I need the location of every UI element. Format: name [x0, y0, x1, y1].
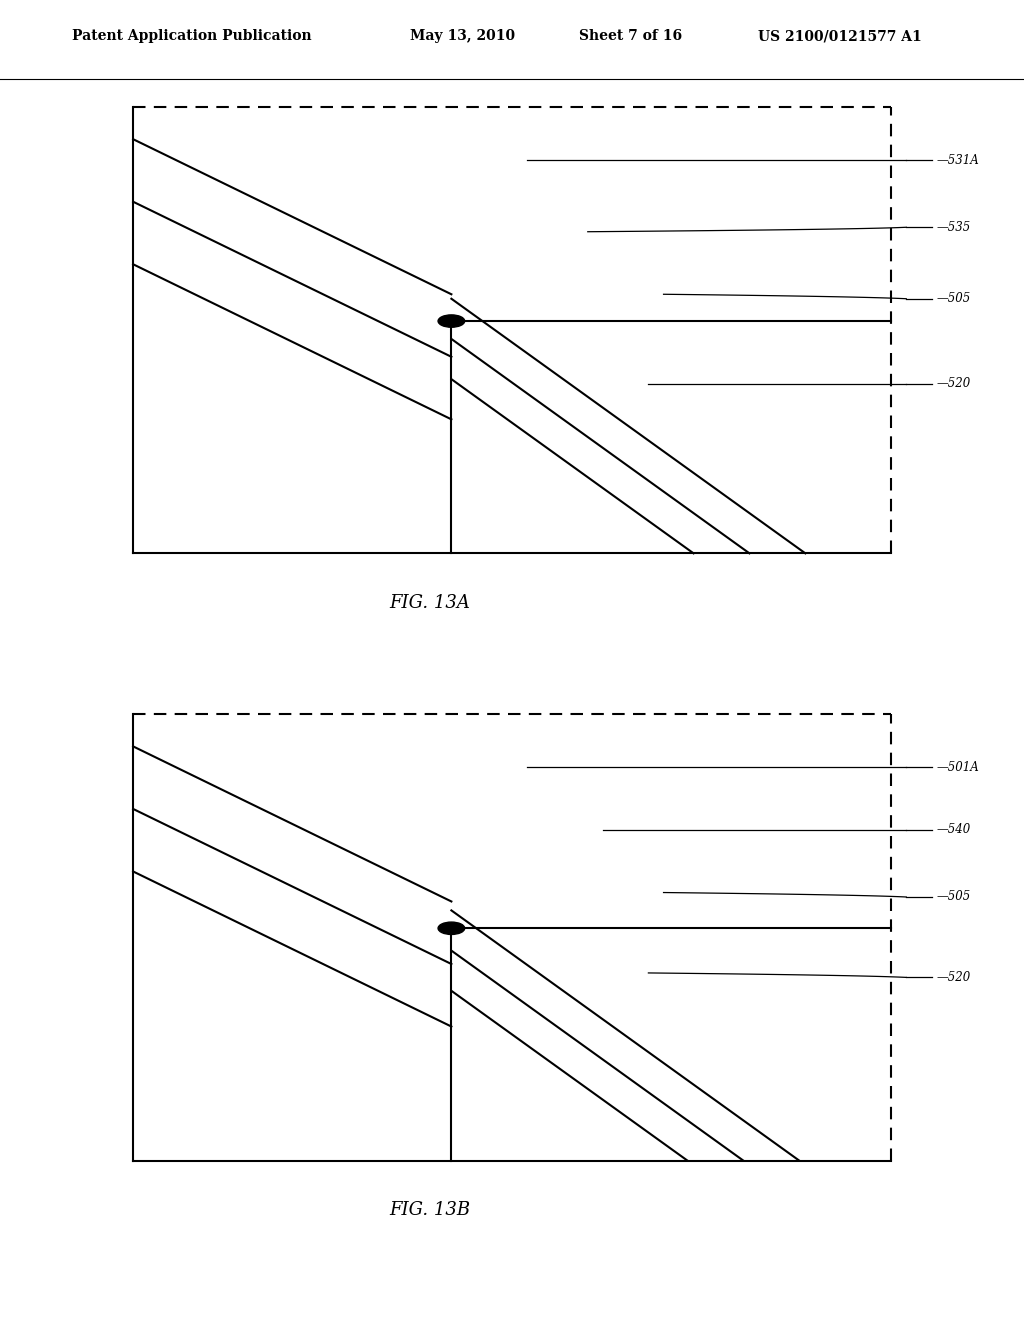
Text: May 13, 2010: May 13, 2010 [410, 29, 515, 44]
Text: FIG. 13A: FIG. 13A [390, 594, 470, 612]
Text: —505: —505 [937, 891, 971, 903]
Text: —505: —505 [937, 292, 971, 305]
Text: Sheet 7 of 16: Sheet 7 of 16 [579, 29, 682, 44]
Text: —520: —520 [937, 972, 971, 983]
Circle shape [438, 315, 465, 327]
Text: —540: —540 [937, 824, 971, 837]
Text: —535: —535 [937, 220, 971, 234]
Text: US 2100/0121577 A1: US 2100/0121577 A1 [758, 29, 922, 44]
Text: —520: —520 [937, 378, 971, 391]
Text: Patent Application Publication: Patent Application Publication [72, 29, 311, 44]
Circle shape [438, 923, 465, 935]
Text: FIG. 13B: FIG. 13B [389, 1201, 471, 1220]
Text: —501A: —501A [937, 760, 980, 774]
Text: —531A: —531A [937, 153, 980, 166]
